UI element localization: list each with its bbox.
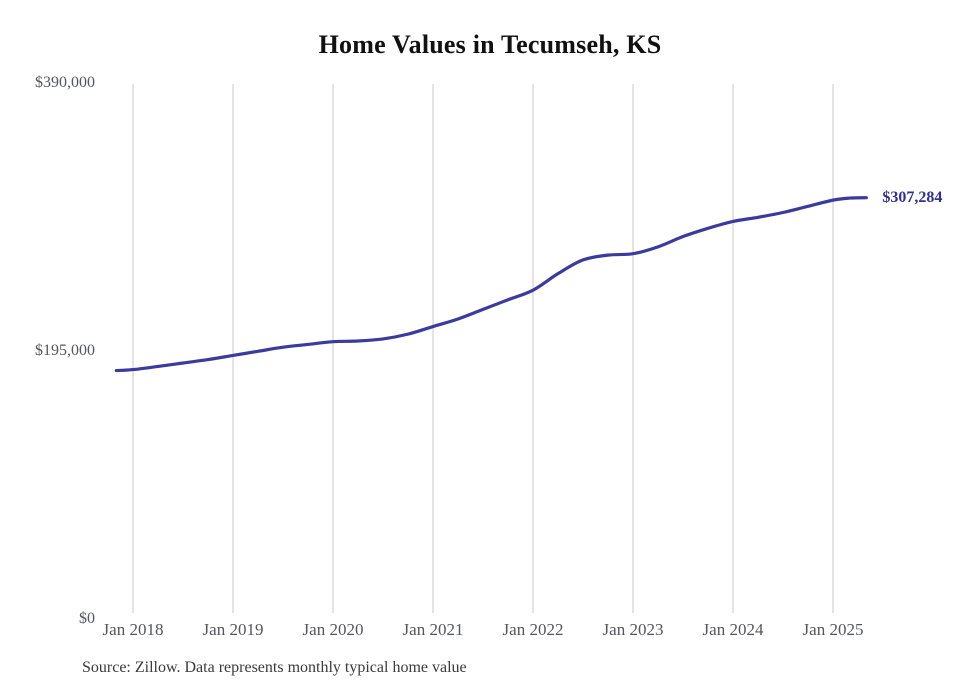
x-tick-label-jan-2024: Jan 2024: [702, 620, 764, 639]
series-line-0: [114, 196, 868, 373]
series-lines: [114, 196, 868, 373]
source-note: Source: Zillow. Data represents monthly …: [82, 659, 467, 676]
y-tick-label-0: $0: [79, 610, 95, 627]
x-tick-label-jan-2023: Jan 2023: [602, 620, 664, 639]
x-tick-label-jan-2020: Jan 2020: [302, 620, 364, 639]
x-tick-label-jan-2021: Jan 2021: [402, 620, 464, 639]
x-tick-label-jan-2025: Jan 2025: [802, 620, 864, 639]
y-tick-label-390000: $390,000: [35, 74, 95, 91]
x-tick-label-jan-2019: Jan 2019: [202, 620, 264, 639]
end-value-label: $307,284: [882, 188, 943, 206]
y-tick-label-195000: $195,000: [35, 342, 95, 359]
x-tick-label-jan-2022: Jan 2022: [502, 620, 564, 639]
chart-title: Home Values in Tecumseh, KS: [318, 30, 662, 59]
x-tick-label-jan-2018: Jan 2018: [102, 620, 164, 639]
gridlines: [132, 84, 834, 613]
